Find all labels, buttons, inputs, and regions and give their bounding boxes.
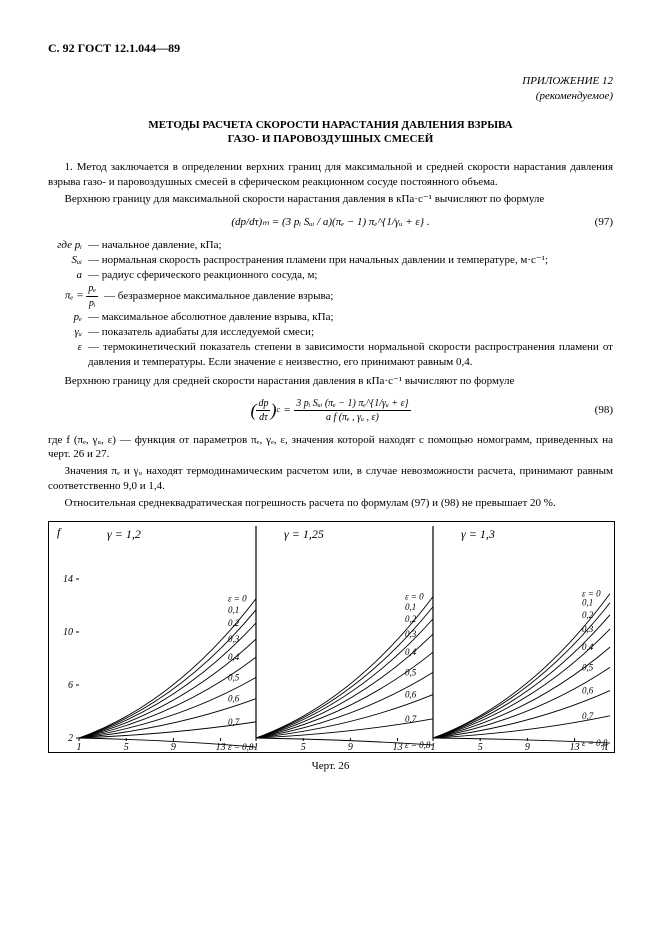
txt-pie: — безразмерное максимальное давление взр… — [104, 289, 613, 304]
section-title-line-1: МЕТОДЫ РАСЧЕТА СКОРОСТИ НАРАСТАНИЯ ДАВЛЕ… — [148, 119, 512, 131]
section-title-line-2: ГАЗО- И ПАРОВОЗДУШНЫХ СМЕСЕЙ — [228, 133, 434, 145]
svg-text:0,4: 0,4 — [228, 652, 240, 662]
svg-text:γ = 1,2: γ = 1,2 — [107, 527, 141, 541]
figure-caption: Черт. 26 — [48, 759, 613, 774]
svg-text:0,6: 0,6 — [405, 689, 417, 699]
svg-text:14: 14 — [63, 574, 73, 585]
paragraph-1: 1. Метод заключается в определении верхн… — [48, 160, 613, 190]
svg-text:0,1: 0,1 — [582, 598, 593, 608]
formula-98-rhs-frac: 3 pᵢ Sᵤᵢ (πₑ − 1) πₑ^{1/γᵤ + ε} a f (πₑ … — [294, 397, 410, 425]
svg-text:9: 9 — [171, 742, 176, 752]
formula-97-expr: (dp/dτ)ₘ = (3 pᵢ Sᵤᵢ / a)(πₑ − 1) πₑ^{1/… — [231, 215, 429, 230]
def-pi: где pᵢ — начальное давление, кПа; — [48, 238, 613, 253]
svg-text:0,7: 0,7 — [582, 711, 594, 721]
svg-text:γ = 1,3: γ = 1,3 — [461, 527, 495, 541]
svg-text:2: 2 — [68, 733, 73, 744]
page-header: С. 92 ГОСТ 12.1.044—89 — [48, 40, 613, 56]
appendix-block: ПРИЛОЖЕНИЕ 12 (рекомендуемое) — [48, 74, 613, 104]
svg-text:1: 1 — [431, 742, 436, 752]
frac-pie: pₑ pᵢ — [86, 282, 98, 310]
def-eps: ε — термокинетический показатель степени… — [48, 340, 613, 370]
svg-text:0,1: 0,1 — [405, 602, 416, 612]
svg-text:9: 9 — [348, 742, 353, 752]
frac-pie-num: pₑ — [86, 282, 98, 297]
sym-a: a — [48, 268, 88, 283]
svg-text:0,2: 0,2 — [582, 610, 594, 620]
def-sui: Sᵤᵢ — нормальная скорость распространени… — [48, 253, 613, 268]
svg-text:γ = 1,25: γ = 1,25 — [284, 527, 324, 541]
svg-text:0,7: 0,7 — [405, 714, 417, 724]
appendix-subtitle: (рекомендуемое) — [48, 89, 613, 104]
sym-pi: pᵢ — [75, 239, 82, 251]
txt-gu: — показатель адиабаты для исследуемой см… — [88, 325, 613, 340]
svg-text:0,1: 0,1 — [228, 605, 239, 615]
svg-text:13: 13 — [216, 742, 226, 752]
svg-text:0,6: 0,6 — [582, 685, 594, 695]
frac-pie-den: pᵢ — [86, 297, 98, 311]
svg-text:0,5: 0,5 — [228, 672, 240, 682]
formula-98-number: (98) — [595, 403, 613, 418]
svg-text:6: 6 — [68, 680, 73, 691]
svg-text:ε = 0,8: ε = 0,8 — [405, 740, 431, 750]
txt-eps: — термокинетический показатель степени в… — [88, 340, 613, 370]
svg-text:5: 5 — [124, 742, 129, 752]
txt-a: — радиус сферического реакционного сосуд… — [88, 268, 613, 283]
sym-pie: πₑ = — [65, 290, 84, 302]
sym-sui: Sᵤᵢ — [48, 253, 88, 268]
formula-98-den: a f (πₑ , γᵤ , ε) — [294, 411, 410, 425]
formula-97-number: (97) — [595, 215, 613, 230]
def-a: a — радиус сферического реакционного сос… — [48, 268, 613, 283]
svg-text:0,6: 0,6 — [228, 693, 240, 703]
svg-text:10: 10 — [63, 627, 73, 638]
svg-text:1: 1 — [77, 742, 82, 752]
definitions-block: где pᵢ — начальное давление, кПа; Sᵤᵢ — … — [48, 238, 613, 370]
paragraph-6: Относительная среднеквадратическая погре… — [48, 496, 613, 511]
sym-pe: pₑ — [48, 310, 88, 325]
paragraph-3: Верхнюю границу для средней скорости нар… — [48, 374, 613, 389]
nomogram-chart: f 2 6 10 14 1 5 9 13 γ = 1,2 ε = 0,8 0,7 0,6 0,5 0,4 0,… — [48, 521, 615, 753]
appendix-title: ПРИЛОЖЕНИЕ 12 — [48, 74, 613, 89]
svg-text:ε = 0: ε = 0 — [405, 591, 424, 601]
def-pe: pₑ — максимальное абсолютное давление вз… — [48, 310, 613, 325]
svg-text:ε = 0,8: ε = 0,8 — [228, 742, 254, 752]
svg-text:0,5: 0,5 — [582, 662, 594, 672]
svg-text:0,4: 0,4 — [405, 647, 417, 657]
paragraph-2: Верхнюю границу для максимальной скорост… — [48, 192, 613, 207]
sym-eps: ε — [48, 340, 88, 355]
formula-98: ( dpdτ )c = 3 pᵢ Sᵤᵢ (πₑ − 1) πₑ^{1/γᵤ +… — [48, 397, 613, 425]
where-label: где — [57, 239, 72, 251]
svg-text:f: f — [57, 525, 62, 539]
sym-gu: γᵤ — [48, 325, 88, 340]
def-pie: πₑ = pₑ pᵢ — безразмерное максимальное д… — [48, 282, 613, 310]
svg-text:0,7: 0,7 — [228, 717, 240, 727]
svg-text:1: 1 — [254, 742, 259, 752]
section-title: МЕТОДЫ РАСЧЕТА СКОРОСТИ НАРАСТАНИЯ ДАВЛЕ… — [48, 118, 613, 147]
txt-pe: — максимальное абсолютное давление взрыв… — [88, 310, 613, 325]
formula-98-num: 3 pᵢ Sᵤᵢ (πₑ − 1) πₑ^{1/γᵤ + ε} — [294, 397, 410, 412]
paragraph-5: Значения πₑ и γᵤ находят термодинамическ… — [48, 464, 613, 494]
txt-sui: — нормальная скорость распространения пл… — [88, 253, 613, 268]
txt-pi: — начальное давление, кПа; — [88, 238, 613, 253]
svg-text:ε = 0: ε = 0 — [228, 593, 247, 603]
paragraph-4: где f (πₑ, γᵤ, ε) — функция от параметро… — [48, 433, 613, 463]
def-gu: γᵤ — показатель адиабаты для исследуемой… — [48, 325, 613, 340]
formula-98-lhs-frac: dpdτ — [256, 397, 270, 425]
svg-text:9: 9 — [525, 742, 530, 752]
svg-text:5: 5 — [301, 742, 306, 752]
svg-text:5: 5 — [478, 742, 483, 752]
svg-text:π: π — [602, 739, 609, 752]
svg-text:ε = 0: ε = 0 — [582, 588, 601, 598]
svg-text:13: 13 — [570, 742, 580, 752]
chart-svg: f 2 6 10 14 1 5 9 13 γ = 1,2 ε = 0,8 0,7 0,6 0,5 0,4 0,… — [49, 522, 614, 752]
formula-97: (dp/dτ)ₘ = (3 pᵢ Sᵤᵢ / a)(πₑ − 1) πₑ^{1/… — [48, 215, 613, 230]
